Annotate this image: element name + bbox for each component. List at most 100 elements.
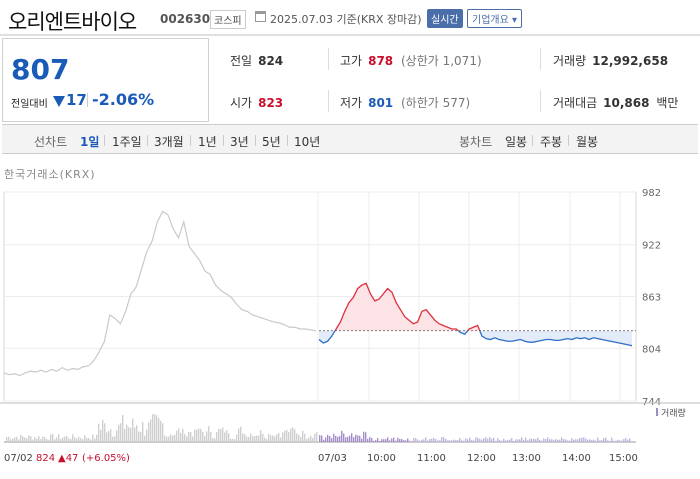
volume-bar [423, 439, 425, 442]
volume-bar [499, 440, 501, 442]
volume-bar [545, 439, 547, 442]
volume-bar [609, 440, 611, 442]
volume-bar [481, 439, 483, 442]
volume-bar [537, 437, 539, 442]
tab-5y[interactable]: 5년 [262, 135, 281, 149]
volume-bar [363, 431, 365, 442]
volume-legend-label: 거래량 [661, 407, 686, 419]
market-badge: 코스피 [210, 10, 246, 29]
volume-bar [525, 437, 527, 442]
volume-bar [48, 439, 50, 442]
volume-bar [296, 433, 298, 442]
volume-bar [459, 437, 461, 442]
x-tick-label: 12:00 [467, 453, 496, 464]
volume-bar [349, 435, 351, 442]
x-tick-label: 10:00 [367, 453, 396, 464]
volume-bar [168, 436, 170, 442]
volume-bar [46, 438, 48, 442]
volume-bar [629, 438, 631, 442]
volume-bar [329, 436, 331, 442]
volume-bar [351, 433, 353, 442]
volume-bar [567, 440, 569, 442]
company-info-button[interactable]: 기업개요 ▾ [467, 9, 522, 28]
volume-bar [557, 439, 559, 442]
volume-bar [611, 437, 613, 442]
divider [190, 135, 191, 146]
y-tick-label: 863 [642, 293, 661, 304]
volume-bar [445, 438, 447, 442]
volume-bar [541, 440, 543, 442]
volume-bar [531, 438, 533, 442]
volume-bar [385, 439, 387, 442]
volume-bar [599, 440, 601, 442]
volume-bar [204, 435, 206, 442]
volume-bar [473, 440, 475, 442]
volume-bar [467, 439, 469, 442]
tab-1d[interactable]: 1일 [80, 135, 100, 149]
volume-bar [577, 439, 579, 442]
volume-bar [44, 437, 46, 442]
volume-bar [483, 438, 485, 442]
volume-bar [575, 439, 577, 442]
volume-bar [579, 438, 581, 442]
volume-bar [321, 435, 323, 442]
current-price: 807 [11, 53, 70, 86]
realtime-button[interactable]: 실시간 [427, 9, 463, 28]
volume-bar [447, 440, 449, 442]
volume-bar [413, 438, 415, 442]
x-tick-label: 13:00 [512, 453, 541, 464]
volume-bar [206, 431, 208, 442]
tab-1w[interactable]: 1주일 [112, 135, 142, 149]
volume-bar [30, 436, 32, 442]
data-source: 한국거래소(KRX) [4, 168, 96, 181]
tab-weekly[interactable]: 주봉 [540, 135, 563, 149]
volume-bar [12, 438, 14, 442]
volume-bar [66, 435, 68, 442]
volume-bar [511, 437, 513, 442]
volume-bar [260, 430, 262, 442]
volume-bar [463, 440, 465, 442]
volume-bar [278, 432, 280, 442]
volume-bar [156, 415, 158, 442]
volume-bar [625, 437, 627, 442]
divider [104, 135, 105, 146]
tab-10y[interactable]: 10년 [294, 135, 321, 149]
volume-bar [154, 414, 156, 442]
volume-bar [551, 439, 553, 442]
tab-1y[interactable]: 1년 [198, 135, 217, 149]
volume-bar [405, 440, 407, 442]
price-box: 807 전일대비 17 -2.06% [2, 38, 209, 122]
volume-bar [529, 438, 531, 442]
volume-bar [493, 437, 495, 442]
volume-bar [16, 436, 18, 442]
volume-bar [150, 419, 152, 442]
volume-bar [82, 439, 84, 442]
volume-bar [335, 435, 337, 442]
x-axis-labels: 07/02 07/03 10:00 11:00 12:00 13:00 14:00 15:00… [4, 453, 638, 464]
tab-daily[interactable]: 일봉 [505, 135, 528, 149]
volume-bar [475, 437, 477, 442]
volume-bar [94, 438, 96, 442]
volume-bar [178, 428, 180, 442]
volume-bar [325, 437, 327, 442]
volume-bar [242, 433, 244, 442]
tab-3y[interactable]: 3년 [230, 135, 249, 149]
volume-bar [355, 434, 357, 442]
volume-bar [417, 439, 419, 442]
volume-bar [379, 440, 381, 442]
divider [223, 135, 224, 146]
volume-bar [266, 439, 268, 442]
volume-bar [38, 435, 40, 442]
volume-bar [190, 432, 192, 442]
volume-bar [26, 438, 28, 442]
volume-bar [98, 423, 100, 442]
volume-bar [539, 439, 541, 442]
volume-bar [427, 440, 429, 442]
candle-chart-label: 봉차트 [459, 135, 493, 149]
volume-bar [381, 439, 383, 442]
tab-monthly[interactable]: 월봉 [576, 135, 599, 149]
volume-bar [198, 428, 200, 442]
price-stats: 전일 824 시가 823 고가 878 (상한가 1,071) 저가 801 (하한가… [210, 38, 700, 122]
volume-bar [583, 437, 585, 442]
tab-3m[interactable]: 3개월 [154, 135, 184, 149]
